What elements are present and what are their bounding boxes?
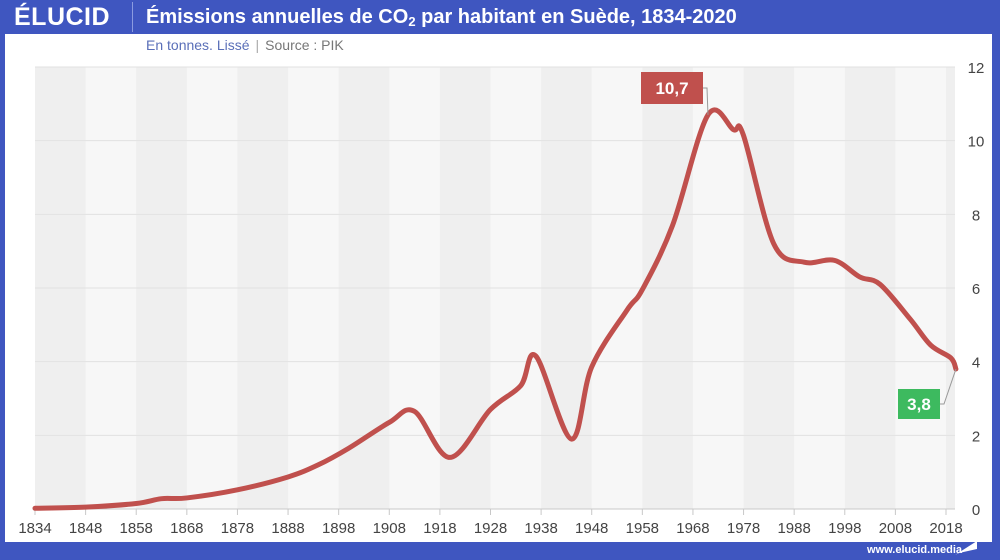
y-tick-label: 2 xyxy=(972,428,980,445)
annotation-leader xyxy=(940,368,957,405)
gridlines xyxy=(35,66,955,436)
x-tick-label: 1938 xyxy=(524,520,557,537)
subtitle-separator: | xyxy=(255,37,260,53)
x-tick-label: 1878 xyxy=(221,520,254,537)
y-tick-label: 10 xyxy=(968,134,985,151)
series-layer xyxy=(32,107,959,511)
x-tick-label: 1868 xyxy=(170,520,203,537)
x-tick-label: 1848 xyxy=(69,520,102,537)
x-tick-label: 1978 xyxy=(727,520,760,537)
subtitle-unit: En tonnes. Lissé xyxy=(146,37,250,53)
x-tick-label: 2018 xyxy=(929,520,962,537)
x-tick-label: 1988 xyxy=(777,520,810,537)
x-tick-label: 1888 xyxy=(271,520,304,537)
elucid-flag-icon xyxy=(955,541,977,555)
annotation-box xyxy=(641,72,703,104)
x-tick-label: 1908 xyxy=(373,520,406,537)
x-tick-label: 2008 xyxy=(879,520,912,537)
chart-subtitle: En tonnes. Lissé | Source : PIK xyxy=(146,37,344,53)
x-tick-label: 1834 xyxy=(18,520,51,537)
y-tick-label: 6 xyxy=(972,281,980,298)
y-axis: 0 2 4 6 8 10 12 xyxy=(968,60,985,519)
subtitle-source: Source : PIK xyxy=(265,37,344,53)
x-tick-label: 1928 xyxy=(474,520,507,537)
chart-title: Émissions annuelles de CO2 par habitant … xyxy=(146,6,737,29)
series-line xyxy=(32,107,959,511)
elucid-logo: ÉLUCID xyxy=(14,3,111,31)
x-tick-label: 1858 xyxy=(120,520,153,537)
header-bar: ÉLUCID Émissions annuelles de CO2 par ha… xyxy=(0,0,1000,34)
annotations: 10,7 3,8 xyxy=(641,72,957,419)
annotation-box xyxy=(898,389,940,419)
x-tick-label: 1968 xyxy=(676,520,709,537)
x-tick-label: 1958 xyxy=(626,520,659,537)
title-post: par habitant en Suède, 1834-2020 xyxy=(415,6,737,28)
y-tick-label: 12 xyxy=(968,60,985,77)
x-tick-label: 1898 xyxy=(322,520,355,537)
x-tick-label: 1918 xyxy=(423,520,456,537)
x-tick-label: 1948 xyxy=(575,520,608,537)
header-divider xyxy=(132,2,133,32)
website-credit: www.elucid.media xyxy=(867,544,962,556)
title-pre: Émissions annuelles de CO xyxy=(146,6,409,28)
annotation-label: 3,8 xyxy=(907,395,931,414)
y-tick-label: 0 xyxy=(972,502,980,519)
x-axis: 1834 1848 1858 1868 1878 1888 1898 1908 1918 1928… xyxy=(18,508,963,537)
annotation-label: 10,7 xyxy=(655,79,688,98)
y-tick-label: 8 xyxy=(972,207,980,224)
title-subscript: 2 xyxy=(408,14,416,29)
y-tick-label: 4 xyxy=(972,355,980,372)
x-tick-label: 1998 xyxy=(828,520,861,537)
annotation-leader xyxy=(703,87,709,115)
